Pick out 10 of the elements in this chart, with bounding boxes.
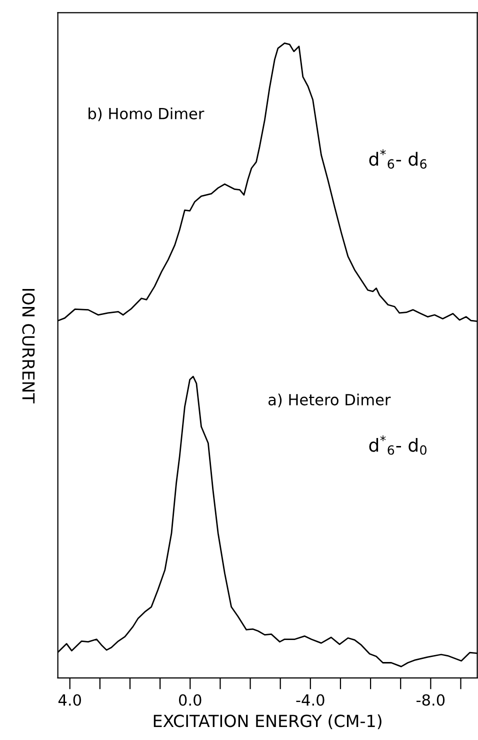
annotation: d$^{*}$$_{6}$- d$_{6}$ [369,149,427,169]
x-axis-title: EXCITATION ENERGY (CM-1) [154,714,382,730]
annotation: a) Hetero Dimer [268,394,391,408]
x-tick-label: -8.0 [416,694,445,706]
y-axis-title: ION CURRENT [22,289,35,404]
annotation: d$^{*}$$_{6}$- d$_{0}$ [369,435,426,455]
x-tick-label: -4.0 [296,694,324,706]
annotation: b) Homo Dimer [88,108,204,122]
x-tick-label: 4.0 [58,694,81,706]
x-tick-label: 0.0 [178,694,202,706]
